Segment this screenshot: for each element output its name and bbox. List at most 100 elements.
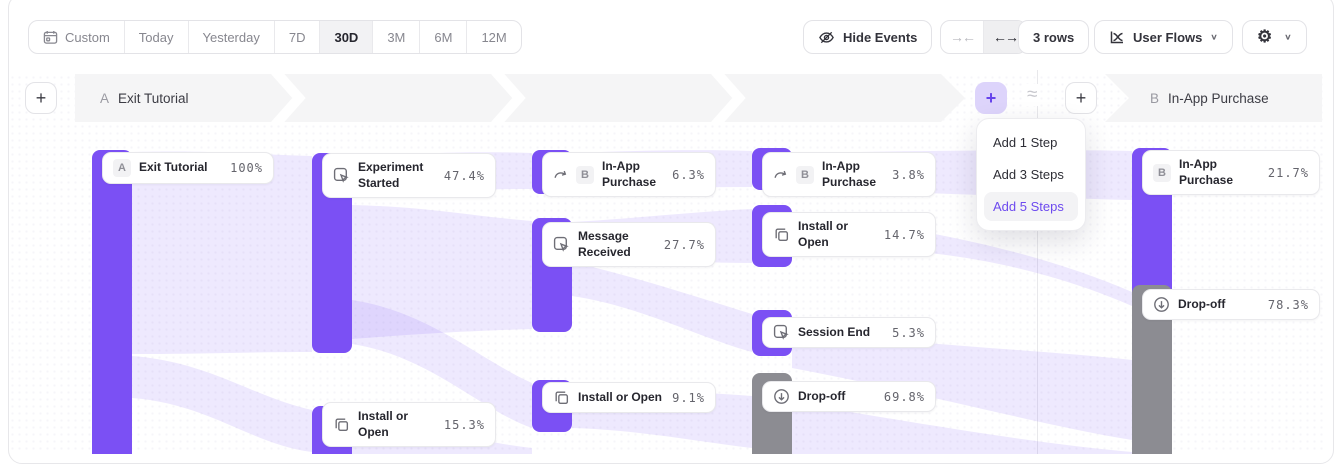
install-icon: [773, 226, 790, 243]
install-icon: [553, 389, 570, 406]
node-percent: 3.8%: [892, 167, 925, 182]
flow-node-in-app-purchase[interactable]: B In-App Purchase 3.8%: [762, 152, 936, 198]
node-label: Install or Open: [578, 389, 663, 404]
calendar-icon: [43, 30, 58, 44]
section-b-banner[interactable]: [1105, 74, 1322, 122]
rows-button[interactable]: 3 rows: [1018, 20, 1090, 54]
event-cursor-icon: [773, 324, 790, 341]
node-label: In-App Purchase: [822, 159, 877, 189]
add-step-button-active[interactable]: +: [975, 82, 1007, 114]
collapse-expand-toggle: →← ←→: [940, 20, 1027, 54]
settings-button[interactable]: ⚙ ∨: [1242, 20, 1307, 54]
redirect-arrow-icon: [553, 167, 568, 182]
date-range-label: Today: [138, 29, 174, 45]
step-badge: B: [576, 165, 594, 184]
view-selector-button[interactable]: User Flows ∨: [1094, 20, 1233, 54]
add-steps-menu: Add 1 Step Add 3 Steps Add 5 Steps: [976, 118, 1086, 231]
plus-icon: +: [985, 88, 997, 108]
node-percent: 15.3%: [443, 417, 485, 432]
node-percent: 5.3%: [892, 325, 925, 340]
expand-icon: ←→: [993, 29, 1019, 45]
menu-item-add-1-step[interactable]: Add 1 Step: [993, 135, 1058, 150]
chevron-down-icon: ∨: [1210, 32, 1218, 42]
date-range-3m[interactable]: 3M: [373, 21, 421, 53]
date-range-label: Yesterday: [202, 29, 260, 45]
redirect-arrow-icon: [773, 167, 788, 182]
node-label: Drop-off: [1178, 296, 1226, 311]
date-range-custom[interactable]: Custom: [29, 21, 125, 53]
date-range-label: 12M: [481, 29, 507, 45]
date-range-today[interactable]: Today: [125, 21, 189, 53]
node-label: In-App Purchase: [602, 159, 657, 189]
flow-node-install-or-open[interactable]: Install or Open 15.3%: [322, 402, 496, 448]
section-a-label: Exit Tutorial: [118, 90, 189, 106]
section-a-badge: A: [100, 90, 110, 106]
hide-events-button[interactable]: Hide Events: [803, 20, 933, 54]
toolbar: Custom Today Yesterday 7D 30D 3M 6M 12M …: [0, 20, 1336, 54]
plus-icon: +: [35, 88, 47, 108]
node-percent: 21.7%: [1267, 165, 1309, 180]
node-percent: 78.3%: [1267, 297, 1309, 312]
collapse-columns-button[interactable]: →←: [941, 21, 984, 53]
flow-node-in-app-purchase-b[interactable]: B In-App Purchase 21.7%: [1142, 150, 1320, 196]
flow-node-drop-off-b[interactable]: Drop-off 78.3%: [1142, 289, 1320, 320]
flow-node-install-or-open[interactable]: Install or Open 14.7%: [762, 212, 936, 258]
chevron-down-icon: ∨: [1284, 32, 1292, 42]
date-range-12m[interactable]: 12M: [467, 21, 520, 53]
section-a-banner[interactable]: [75, 74, 965, 122]
date-range-label: 6M: [434, 29, 453, 45]
flow-node-session-end[interactable]: Session End 5.3%: [762, 317, 936, 348]
menu-item-add-3-steps[interactable]: Add 3 Steps: [993, 167, 1064, 182]
flow-node-install-or-open[interactable]: Install or Open 9.1%: [542, 382, 716, 413]
node-label: Install or Open: [358, 409, 409, 439]
node-percent: 14.7%: [883, 227, 925, 242]
flow-node-in-app-purchase[interactable]: B In-App Purchase 6.3%: [542, 152, 716, 198]
date-range-7d[interactable]: 7D: [275, 21, 321, 53]
date-range-30d[interactable]: 30D: [320, 21, 374, 53]
flow-node-drop-off[interactable]: Drop-off 69.8%: [762, 381, 936, 412]
date-range-6m[interactable]: 6M: [420, 21, 468, 53]
flow-node-message-received[interactable]: Message Received 27.7%: [542, 222, 716, 268]
menu-item-add-5-steps[interactable]: Add 5 Steps: [984, 192, 1078, 221]
date-range-label: 7D: [288, 29, 306, 45]
node-percent: 9.1%: [672, 390, 705, 405]
date-range-yesterday[interactable]: Yesterday: [189, 21, 275, 53]
rows-label: 3 rows: [1033, 29, 1075, 45]
event-cursor-icon: [333, 167, 350, 184]
add-step-start-button[interactable]: +: [25, 82, 57, 114]
node-label: Experiment Started: [358, 160, 424, 190]
node-label: Install or Open: [798, 219, 849, 249]
step-badge: B: [1153, 163, 1171, 182]
section-b-badge: B: [1150, 90, 1160, 106]
collapse-icon: →←: [950, 29, 976, 45]
eye-off-icon: [819, 31, 834, 43]
step-chevron-separator: [711, 74, 746, 122]
node-percent: 27.7%: [663, 237, 705, 252]
add-step-before-b-button[interactable]: +: [1065, 82, 1097, 114]
step-chevron-separator: [271, 74, 306, 122]
flow-bar-exit-tutorial[interactable]: [92, 150, 132, 454]
date-range-label: Custom: [65, 29, 110, 45]
event-cursor-icon: [553, 236, 570, 253]
node-percent: 69.8%: [883, 389, 925, 404]
node-label: Exit Tutorial: [139, 160, 208, 175]
view-selector-label: User Flows: [1133, 29, 1203, 45]
node-label: Drop-off: [798, 388, 846, 403]
flow-node-exit-tutorial[interactable]: A Exit Tutorial 100%: [102, 152, 274, 184]
hide-events-label: Hide Events: [843, 29, 918, 45]
approx-icon: ≈: [1024, 84, 1041, 106]
step-badge: B: [796, 165, 814, 184]
date-range-selector: Custom Today Yesterday 7D 30D 3M 6M 12M: [28, 20, 522, 54]
node-percent: 100%: [230, 161, 263, 175]
date-range-label: 30D: [334, 29, 359, 45]
step-badge: A: [113, 159, 131, 177]
node-label: Session End: [798, 324, 871, 339]
flow-node-experiment-started[interactable]: Experiment Started 47.4%: [322, 153, 496, 199]
user-flows-icon: [1110, 31, 1123, 44]
node-label: Message Received: [578, 229, 631, 259]
gear-icon: ⚙: [1257, 27, 1273, 46]
date-range-label: 3M: [387, 29, 406, 45]
node-percent: 6.3%: [672, 167, 705, 182]
node-label: In-App Purchase: [1179, 157, 1234, 187]
step-chevron-separator: [491, 74, 526, 122]
